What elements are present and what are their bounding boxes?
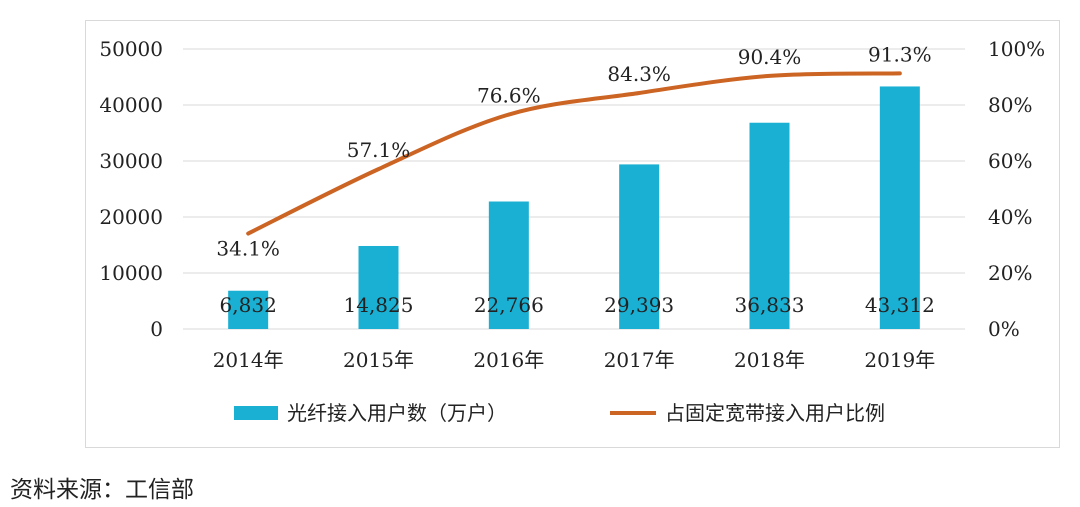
legend-label-line: 占固定宽带接入用户比例 xyxy=(665,401,885,425)
bar xyxy=(619,164,660,329)
legend-label-bar: 光纤接入用户数（万户） xyxy=(287,401,507,425)
x-tick-label: 2015年 xyxy=(343,348,414,372)
line-data-label: 91.3% xyxy=(868,42,932,66)
y-right-tick-label: 40% xyxy=(988,205,1032,229)
combo-chart: 0 10000 20000 30000 40000 50000 0% 20% 40% 60% 80%… xyxy=(99,37,1045,425)
bar xyxy=(749,122,790,329)
bar-data-label: 6,832 xyxy=(220,293,277,317)
x-tick-label: 2019年 xyxy=(864,348,935,372)
y-left-tick-label: 20000 xyxy=(99,205,163,229)
bar xyxy=(358,245,399,329)
bar xyxy=(879,86,920,330)
bar xyxy=(228,290,269,329)
y-right-tick-label: 0% xyxy=(988,317,1020,341)
y-right-tick-label: 20% xyxy=(988,261,1032,285)
y-left-tick-label: 50000 xyxy=(99,37,163,61)
x-tick-label: 2018年 xyxy=(734,348,805,372)
y-left-tick-label: 40000 xyxy=(99,93,163,117)
source-note: 资料来源：工信部 xyxy=(10,477,194,503)
y-left-tick-label: 30000 xyxy=(99,149,163,173)
line-data-label: 84.3% xyxy=(607,62,671,86)
line-data-label: 76.6% xyxy=(477,84,541,108)
bar-data-label: 36,833 xyxy=(735,293,805,317)
x-tick-label: 2016年 xyxy=(473,348,544,372)
y-right-tick-label: 100% xyxy=(988,37,1045,61)
chart-frame xyxy=(85,20,1060,448)
bar-data-label: 22,766 xyxy=(474,293,544,317)
y-left-tick-label: 10000 xyxy=(99,261,163,285)
x-tick-label: 2014年 xyxy=(213,348,284,372)
y-right-tick-label: 60% xyxy=(988,149,1032,173)
y-right-tick-label: 80% xyxy=(988,93,1032,117)
y-left-tick-label: 0 xyxy=(150,317,163,341)
line-data-label: 90.4% xyxy=(738,45,802,69)
bar-data-label: 43,312 xyxy=(865,293,935,317)
bar-data-label: 29,393 xyxy=(604,293,674,317)
bar-data-label: 14,825 xyxy=(344,293,414,317)
line-data-label: 34.1% xyxy=(216,237,280,261)
line-data-label: 57.1% xyxy=(347,138,411,162)
legend-swatch-bar xyxy=(234,406,278,420)
x-tick-label: 2017年 xyxy=(604,348,675,372)
series-line xyxy=(246,71,902,236)
bar xyxy=(488,201,529,329)
